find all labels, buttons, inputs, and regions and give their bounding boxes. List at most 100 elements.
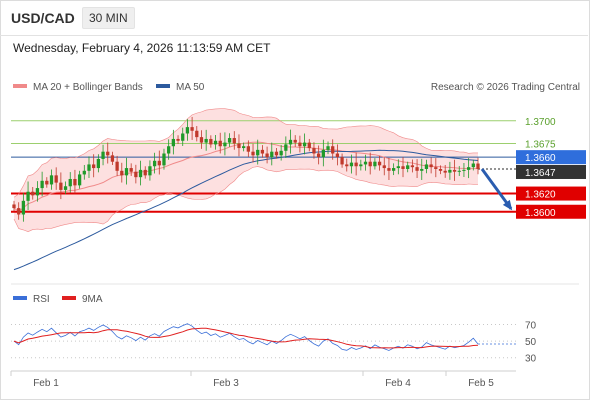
- candle: [265, 146, 269, 164]
- candle: [124, 157, 129, 185]
- candle-body: [31, 191, 35, 196]
- candle: [12, 200, 16, 212]
- level-label-bg-support: [516, 204, 586, 219]
- candle-body: [68, 178, 72, 187]
- candle: [471, 159, 475, 171]
- candle-body: [466, 167, 471, 170]
- candle: [476, 157, 480, 175]
- candle-body: [181, 133, 185, 141]
- candle: [368, 152, 372, 175]
- candle: [415, 159, 419, 179]
- candle-body: [354, 162, 358, 167]
- candle-body: [340, 157, 344, 165]
- candle-body: [391, 168, 396, 171]
- candle-body: [420, 168, 424, 171]
- candle-body: [26, 191, 30, 201]
- candle: [17, 202, 21, 220]
- candle-body: [293, 139, 297, 143]
- forecast-arrow: [480, 168, 513, 211]
- candle: [466, 158, 471, 179]
- candle: [199, 130, 204, 149]
- candle-body: [218, 140, 222, 147]
- candle: [307, 138, 311, 152]
- price-levels: [11, 120, 516, 213]
- candle: [181, 127, 185, 147]
- candle-body: [363, 161, 368, 165]
- timeframe-button[interactable]: 30 MIN: [82, 7, 135, 29]
- candle-body: [171, 138, 175, 147]
- candle: [96, 154, 101, 173]
- candle-body: [377, 161, 382, 166]
- rsi-tick-label: 70: [525, 320, 537, 331]
- candle-body: [176, 138, 180, 141]
- candle: [101, 144, 105, 166]
- candle: [134, 164, 138, 184]
- candle: [82, 164, 86, 180]
- candle-body: [448, 169, 452, 173]
- candle-body: [209, 138, 213, 145]
- candle-body: [152, 160, 157, 167]
- candle: [21, 192, 26, 222]
- credit-label: Research © 2026 Trading Central: [431, 82, 580, 93]
- rsi-legend-swatch: [13, 296, 27, 300]
- candle: [284, 136, 288, 158]
- candle: [312, 142, 316, 159]
- candle: [92, 154, 96, 178]
- candle-body: [129, 168, 133, 172]
- candle-body: [401, 166, 405, 169]
- candle-body: [410, 165, 415, 168]
- candle-body: [167, 146, 171, 154]
- candle: [340, 153, 344, 168]
- candle-body: [298, 142, 302, 147]
- candle: [59, 172, 63, 200]
- bollinger-legend-swatch: [13, 84, 27, 88]
- level-labels: 1.3700 1.3675 1.3660 1.3647 1.3620 1.3600: [516, 117, 586, 219]
- candle-body: [73, 178, 77, 186]
- candle: [410, 159, 415, 173]
- x-tick-label: Feb 5: [468, 378, 494, 389]
- candle: [406, 161, 410, 173]
- ma50-legend-label: MA 50: [176, 82, 205, 93]
- bollinger-upper-line: [13, 108, 478, 198]
- candle-body: [359, 164, 363, 167]
- candle-body: [279, 150, 283, 156]
- candle: [321, 139, 325, 167]
- x-axis-ticks: Feb 1 Feb 3 Feb 4 Feb 5: [10, 371, 494, 389]
- candle: [129, 163, 133, 176]
- candle: [359, 159, 363, 171]
- candle-body: [242, 146, 246, 149]
- candle: [401, 157, 405, 178]
- candle: [434, 158, 438, 178]
- candle: [148, 160, 152, 181]
- candle-body: [284, 144, 288, 151]
- candle: [190, 116, 194, 140]
- candle: [382, 157, 386, 176]
- candle: [218, 132, 222, 154]
- candle: [302, 133, 307, 155]
- bollinger-lower-line: [13, 166, 478, 233]
- x-tick-label: Feb 4: [385, 378, 411, 389]
- candle: [438, 165, 443, 175]
- candle: [349, 154, 354, 174]
- candle-body: [12, 204, 16, 209]
- candle: [298, 135, 302, 153]
- candle-body: [96, 158, 101, 169]
- candle-body: [35, 188, 40, 196]
- candle-body: [331, 146, 335, 154]
- candle: [331, 139, 335, 160]
- candle: [242, 142, 246, 152]
- candle: [317, 145, 321, 165]
- candle-body: [462, 169, 466, 171]
- level-label-current: 1.3647: [525, 168, 556, 179]
- candle: [274, 148, 279, 159]
- candle-body: [63, 186, 68, 190]
- candle-body: [452, 169, 457, 172]
- candle: [40, 171, 44, 197]
- candle: [63, 181, 68, 195]
- candle: [288, 129, 293, 154]
- candle-body: [227, 138, 232, 143]
- candle: [167, 139, 171, 160]
- candle-body: [471, 163, 475, 168]
- candle-body: [40, 180, 44, 189]
- candle: [232, 131, 236, 150]
